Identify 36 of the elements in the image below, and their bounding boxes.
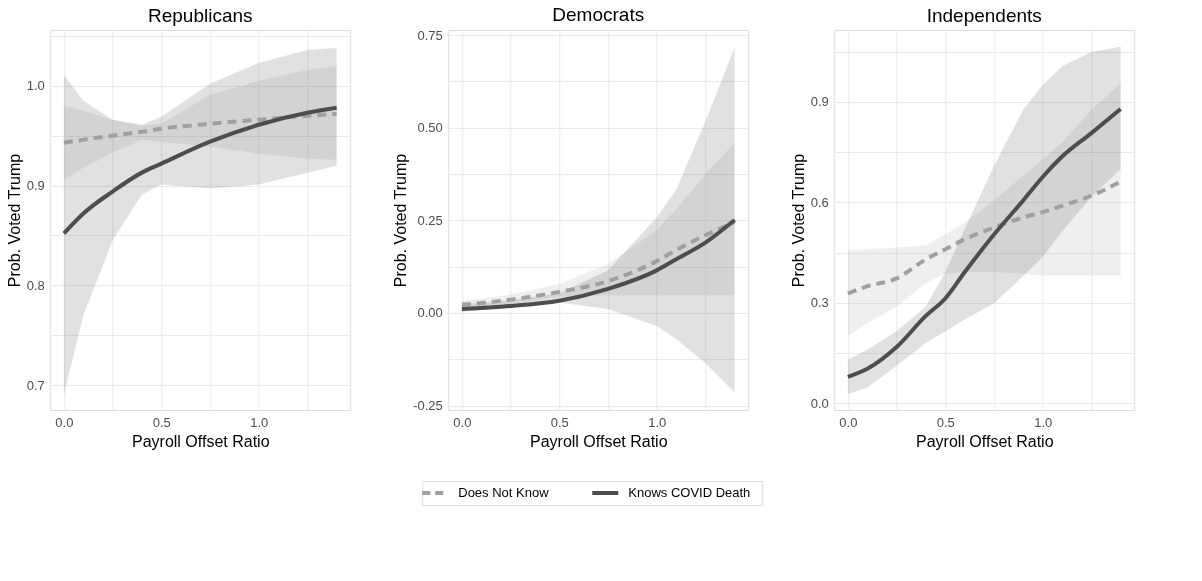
x-tick-label: 0.0 bbox=[55, 414, 74, 430]
x-tick-label: 0.5 bbox=[550, 414, 569, 430]
y-tick-label: 0.9 bbox=[26, 178, 45, 194]
y-tick-label: 0.3 bbox=[810, 295, 829, 311]
legend-label: Knows COVID Death bbox=[628, 485, 751, 500]
chart-title: Independents bbox=[926, 5, 1042, 26]
y-tick-label: 0.6 bbox=[810, 194, 829, 210]
y-tick-label: 0.8 bbox=[26, 277, 45, 293]
x-axis-title: Payroll Offset Ratio bbox=[529, 432, 668, 450]
x-tick-label: 1.0 bbox=[648, 414, 667, 430]
y-tick-label: -0.25 bbox=[413, 398, 443, 414]
chart-title: Democrats bbox=[552, 4, 645, 26]
legend-label: Does Not Know bbox=[458, 485, 550, 500]
x-tick-label: 1.0 bbox=[250, 414, 269, 430]
y-axis-title: Prob. Voted Trump bbox=[5, 153, 23, 288]
line-series bbox=[845, 107, 1123, 379]
x-tick-label: 0.0 bbox=[839, 414, 858, 430]
chart-title: Republicans bbox=[147, 5, 253, 26]
x-axis-title: Payroll Offset Ratio bbox=[131, 432, 270, 450]
x-tick-label: 0.5 bbox=[152, 414, 171, 430]
line-series bbox=[61, 105, 339, 236]
x-tick-label: 1.0 bbox=[1034, 414, 1053, 430]
line-series bbox=[61, 111, 339, 145]
y-tick-label: 0.25 bbox=[417, 212, 443, 228]
y-axis-title: Prob. Voted Trump bbox=[392, 153, 410, 288]
y-tick-label: 0.50 bbox=[417, 120, 443, 136]
y-tick-label: 0.0 bbox=[810, 395, 829, 411]
y-tick-label: 1.0 bbox=[26, 78, 45, 94]
y-tick-label: 0.9 bbox=[810, 94, 829, 110]
y-axis-title: Prob. Voted Trump bbox=[789, 153, 807, 288]
x-axis-title: Payroll Offset Ratio bbox=[915, 432, 1054, 450]
x-tick-label: 0.0 bbox=[453, 414, 472, 430]
y-tick-label: 0.7 bbox=[26, 377, 45, 393]
y-tick-label: 0.00 bbox=[417, 305, 443, 321]
y-tick-label: 0.75 bbox=[417, 27, 443, 43]
x-tick-label: 0.5 bbox=[936, 414, 955, 430]
